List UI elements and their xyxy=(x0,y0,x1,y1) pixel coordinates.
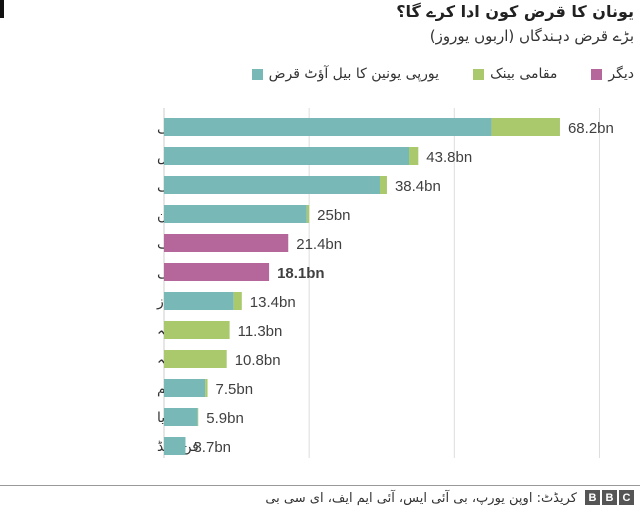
legend-swatch xyxy=(473,68,485,80)
data-label: 18.1bn xyxy=(277,265,325,282)
bar-segment xyxy=(233,292,242,310)
data-label: 10.8bn xyxy=(235,352,281,369)
chart-title: یونان کا قرض کون ادا کرے گا؟ xyxy=(396,2,634,21)
bar-segment xyxy=(164,147,410,165)
legend-item-local-banks: مقامی بینک xyxy=(473,66,557,82)
bar-segment xyxy=(306,205,310,223)
bar-segment xyxy=(409,147,419,165)
legend-label: یورپی یونین کا بیل آؤٹ قرض xyxy=(268,66,440,82)
data-label: 68.2bn xyxy=(568,120,614,137)
legend-swatch xyxy=(251,68,263,80)
bar-segment xyxy=(164,205,307,223)
bar-segment xyxy=(164,176,380,194)
corner-mark xyxy=(0,0,4,18)
bar-segment xyxy=(164,379,206,397)
legend-label: مقامی بینک xyxy=(490,66,558,82)
data-label: 13.4bn xyxy=(250,294,296,311)
bar-segment xyxy=(491,118,560,136)
data-label: 21.4bn xyxy=(296,236,342,253)
footer-divider xyxy=(0,485,640,486)
legend-label: دیگر xyxy=(608,66,634,82)
bar-chart: جرمنی68.2bnفرانس43.8bnاٹلی38.4bnسپین25bn… xyxy=(156,108,614,458)
bar-segment xyxy=(164,118,492,136)
bar-segment xyxy=(164,408,198,426)
bar-segment xyxy=(164,292,234,310)
bar-segment xyxy=(379,176,387,194)
bar-segment xyxy=(164,350,227,368)
bar-segment xyxy=(164,321,230,339)
chart-subtitle: بڑے قرض دہندگاں (اربوں یوروز) xyxy=(429,27,634,45)
bar-segment xyxy=(164,263,270,281)
data-label: 43.8bn xyxy=(426,149,472,166)
bar-segment xyxy=(205,379,208,397)
data-label: 25bn xyxy=(317,207,350,224)
bar-segment xyxy=(164,234,289,252)
legend-item-other: دیگر xyxy=(591,66,634,82)
bar-segment xyxy=(197,408,199,426)
data-label: 5.9bn xyxy=(206,410,244,427)
legend: دیگر مقامی بینک یورپی یونین کا بیل آؤٹ ق… xyxy=(251,66,634,82)
data-label: 3.7bn xyxy=(193,439,231,456)
data-label: 7.5bn xyxy=(216,381,254,398)
legend-item-eu-bailout: یورپی یونین کا بیل آؤٹ قرض xyxy=(251,66,440,82)
data-label: 38.4bn xyxy=(395,178,441,195)
bar-segment xyxy=(164,437,186,455)
data-label: 11.3bn xyxy=(238,323,283,340)
credit-text: کریڈٹ: اوپن یورپ، بی آئی ایس، آئی ایم ای… xyxy=(265,491,577,506)
legend-swatch xyxy=(591,68,603,80)
